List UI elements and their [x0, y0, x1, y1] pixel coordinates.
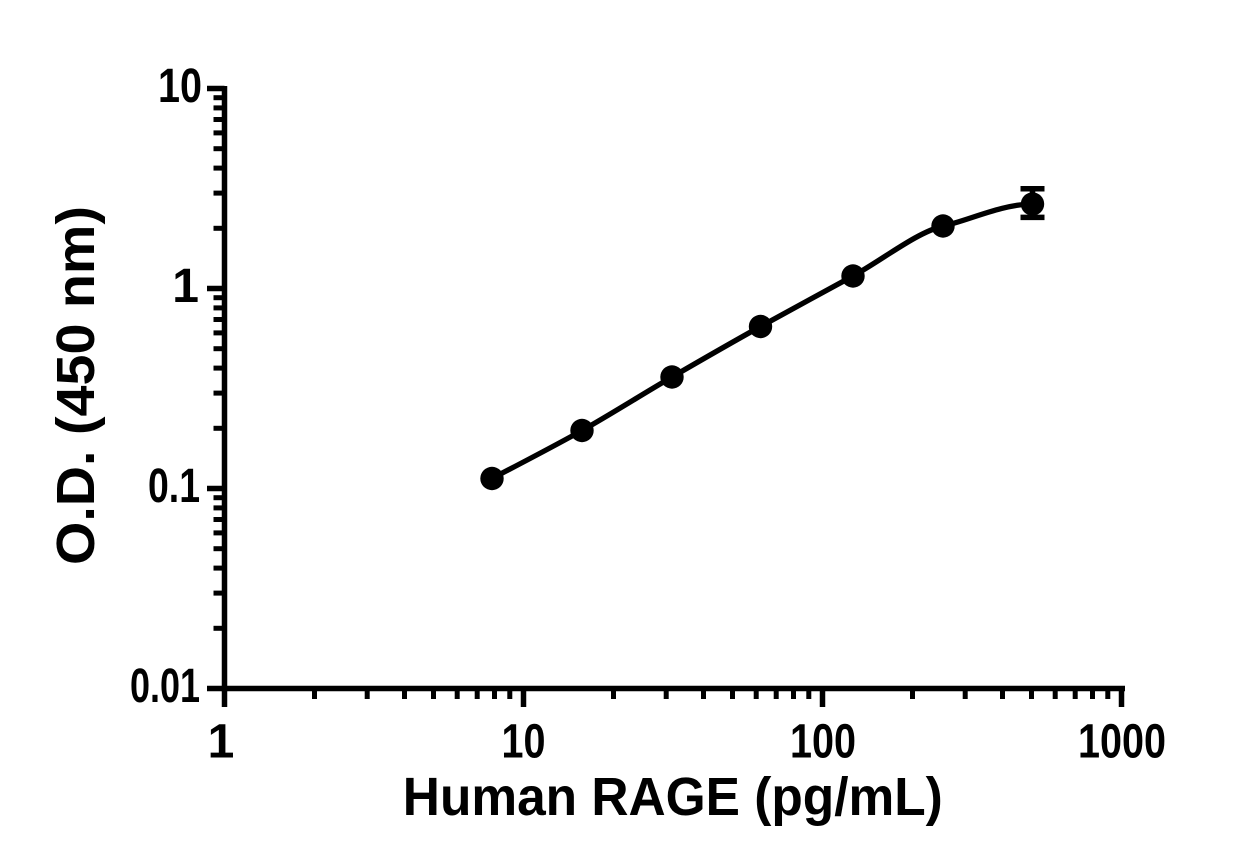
svg-text:0.01: 0.01 [130, 660, 200, 713]
svg-text:10: 10 [158, 60, 202, 113]
svg-text:1: 1 [172, 260, 199, 313]
svg-text:10: 10 [502, 716, 546, 769]
svg-text:1: 1 [208, 716, 235, 769]
svg-text:0.1: 0.1 [148, 460, 200, 513]
svg-text:O.D. (450 nm): O.D. (450 nm) [46, 206, 106, 565]
svg-text:1000: 1000 [1078, 716, 1166, 769]
svg-text:100: 100 [790, 716, 856, 769]
svg-text:Human RAGE (pg/mL): Human RAGE (pg/mL) [403, 767, 943, 827]
